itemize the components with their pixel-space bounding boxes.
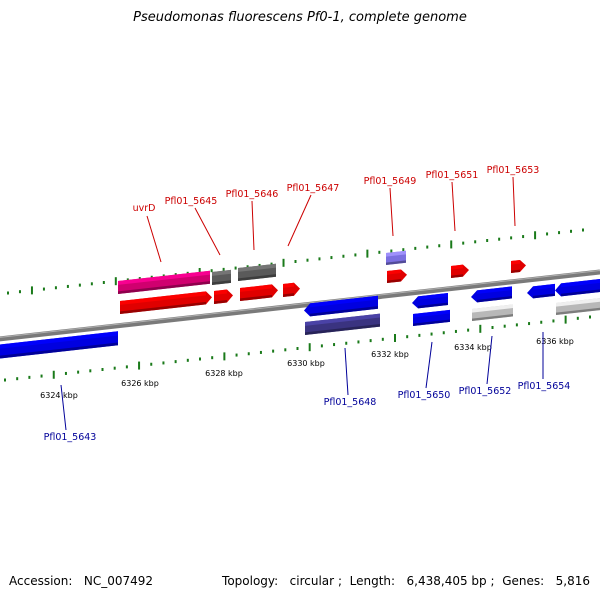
pfl01-5649-gene-feature xyxy=(386,250,406,265)
reverse-gene-label[interactable]: Pfl01_5648 xyxy=(324,397,377,408)
uvrD-rna-feature xyxy=(118,270,210,294)
ruler-kbp-label: 6330 kbp xyxy=(287,359,325,368)
genome-backbone-highlight xyxy=(0,270,600,338)
pfl01-5650-cds-feature xyxy=(412,292,448,309)
reverse-gene-label[interactable]: Pfl01_5643 xyxy=(44,432,97,443)
length-label: Length: xyxy=(349,574,396,588)
pfl01-5645-gene-feature xyxy=(212,269,231,285)
pfl01-5646-cds-feature xyxy=(240,284,278,301)
pfl01-5650-gene-feature xyxy=(413,309,450,326)
forward-gene-6-leader-line xyxy=(512,176,516,227)
forward-gene-1-leader-line xyxy=(194,207,221,256)
pfl01-5649-cds-feature xyxy=(387,269,407,283)
accession-value: NC_007492 xyxy=(83,574,154,588)
reverse-gene-1-leader-line xyxy=(344,347,349,396)
genes-value: 5,816 xyxy=(555,574,590,588)
reverse-gene-0-leader-line xyxy=(60,384,67,431)
ruler-kbp-label: 6336 kbp xyxy=(536,337,574,346)
pfl01-5651-cds-feature xyxy=(451,264,469,278)
genome-backbone xyxy=(0,269,600,342)
ruler-kbp-label: 6332 kbp xyxy=(371,350,409,359)
forward-gene-label[interactable]: Pfl01_5651 xyxy=(426,170,479,181)
topology-value: circular xyxy=(289,574,335,588)
pfl01-5652-cds-feature xyxy=(471,286,512,303)
forward-gene-4-leader-line xyxy=(389,187,394,237)
genome-stats: Topology: circular ; Length: 6,438,405 b… xyxy=(222,574,590,588)
feature-layer xyxy=(0,250,600,359)
pfl01-5643-cds-feature xyxy=(0,331,118,359)
pfl01-5655-cds-feature xyxy=(555,278,600,297)
accession-info: Accession: NC_007492 xyxy=(9,574,153,588)
forward-gene-3-leader-line xyxy=(287,194,312,247)
forward-gene-label[interactable]: Pfl01_5647 xyxy=(287,183,340,194)
topology-label: Topology: xyxy=(222,574,279,588)
pfl01-5646-gene-feature xyxy=(238,263,276,281)
forward-gene-5-leader-line xyxy=(451,181,456,232)
length-value: 6,438,405 bp xyxy=(406,574,487,588)
forward-gene-2-leader-line xyxy=(251,200,255,251)
genome-title: Pseudomonas fluorescens Pf0-1, complete … xyxy=(133,10,467,25)
forward-gene-label[interactable]: uvrD xyxy=(133,203,156,214)
reverse-gene-3-leader-line xyxy=(486,335,493,385)
forward-gene-label[interactable]: Pfl01_5653 xyxy=(487,165,540,176)
ruler-kbp-label: 6324 kbp xyxy=(40,391,78,400)
genes-label: Genes: xyxy=(502,574,545,588)
forward-gene-label[interactable]: Pfl01_5649 xyxy=(364,176,417,187)
forward-gene-label[interactable]: Pfl01_5646 xyxy=(226,189,279,200)
uvrD-cds-feature xyxy=(120,291,212,314)
pfl01-5648-gene-feature xyxy=(305,313,380,335)
pfl01-5654-cds-feature xyxy=(527,283,555,299)
ruler-kbp-label: 6334 kbp xyxy=(454,343,492,352)
pfl01-5647-cds-feature xyxy=(283,282,300,297)
label-layer: 6324 kbp 6326 kbp 6328 kbp 6330 kbp 6332 kbp… xyxy=(40,165,574,443)
reverse-gene-2-leader-line xyxy=(425,341,433,389)
reverse-gene-label[interactable]: Pfl01_5654 xyxy=(518,381,571,392)
forward-gene-label[interactable]: Pfl01_5645 xyxy=(165,196,218,207)
forward-gene-0-leader-line xyxy=(146,215,162,263)
pfl01-5653-cds-feature xyxy=(511,259,526,273)
ruler-kbp-label: 6328 kbp xyxy=(205,369,243,378)
backbone-layer xyxy=(0,269,600,342)
reverse-gene-label[interactable]: Pfl01_5652 xyxy=(459,386,512,397)
pfl01-5655-gene-feature xyxy=(556,298,600,315)
reverse-gene-label[interactable]: Pfl01_5650 xyxy=(398,390,451,401)
pfl01-5645-cds-feature xyxy=(214,289,233,304)
accession-label: Accession: xyxy=(9,574,73,588)
ruler-kbp-label: 6326 kbp xyxy=(121,379,159,388)
pfl01-5648-cds-feature xyxy=(304,295,378,317)
pfl01-5652-gene-feature xyxy=(472,304,513,321)
